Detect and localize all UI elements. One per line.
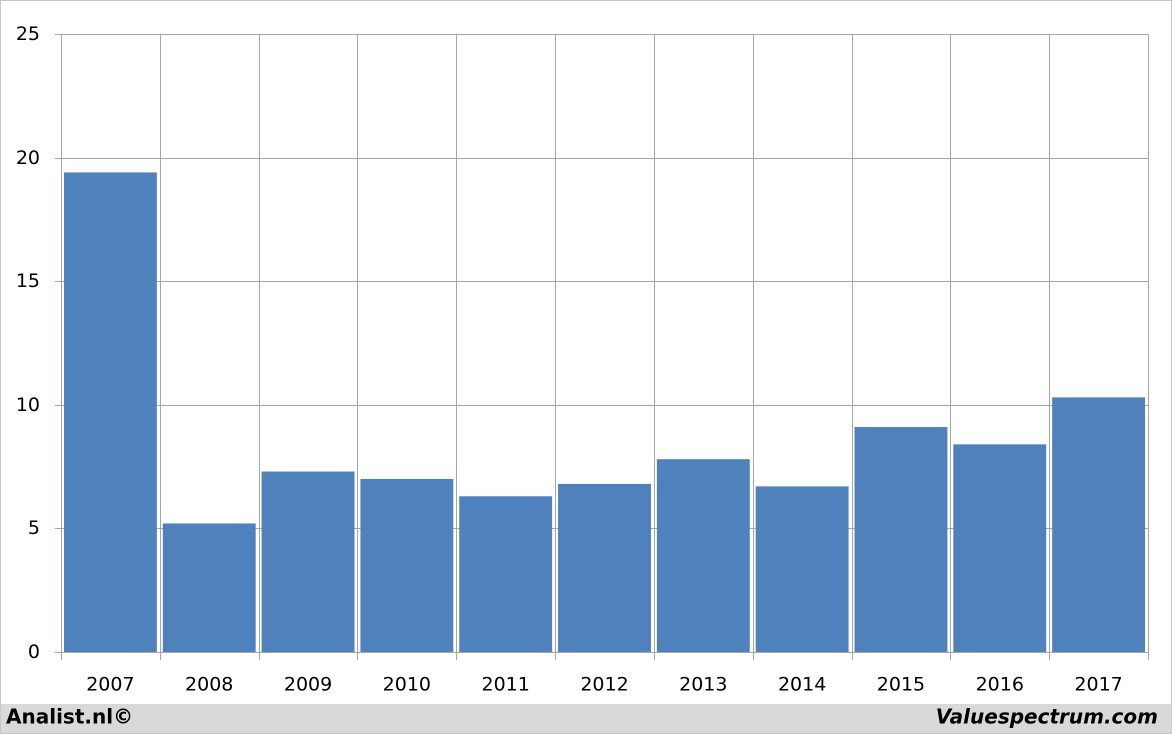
- bar: [656, 459, 750, 652]
- x-tick-label: 2010: [383, 674, 431, 696]
- y-tick-label: 25: [16, 23, 40, 45]
- bar: [459, 496, 553, 652]
- bar: [162, 523, 256, 652]
- x-tick-label: 2009: [284, 674, 332, 696]
- x-tick-label: 2016: [976, 674, 1024, 696]
- bar: [953, 444, 1047, 652]
- footer-right: Valuespectrum.com: [936, 705, 1158, 729]
- y-tick-label: 5: [28, 517, 40, 539]
- bar: [558, 483, 651, 652]
- y-tick-label: 0: [28, 641, 40, 663]
- x-tick-label: 2007: [86, 674, 134, 696]
- footer-bar: [1, 704, 1171, 733]
- bar: [360, 478, 454, 652]
- x-tick-label: 2008: [185, 674, 233, 696]
- y-tick-label: 15: [16, 270, 40, 292]
- y-tick-label: 10: [16, 394, 40, 416]
- bar: [63, 172, 157, 652]
- x-tick-label: 2011: [482, 674, 530, 696]
- bar: [854, 427, 948, 652]
- bar: [261, 471, 355, 652]
- bar: [755, 486, 849, 652]
- x-tick-label: 2013: [679, 674, 727, 696]
- x-tick-label: 2012: [580, 674, 628, 696]
- bar: [1052, 397, 1146, 652]
- x-tick-label: 2015: [877, 674, 925, 696]
- footer-left: Analist.nl©: [6, 705, 133, 729]
- x-tick-label: 2017: [1074, 674, 1122, 696]
- y-tick-label: 20: [16, 147, 40, 169]
- x-tick-label: 2014: [778, 674, 826, 696]
